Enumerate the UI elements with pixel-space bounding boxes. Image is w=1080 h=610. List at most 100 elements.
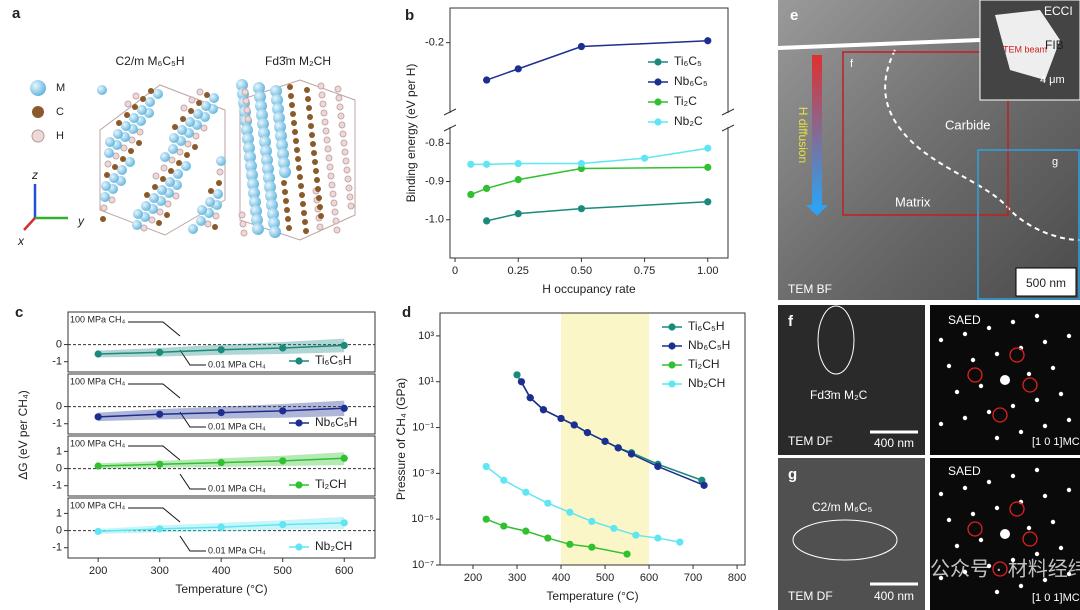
region-label: Carbide (945, 117, 991, 132)
atom (104, 172, 110, 178)
spot (954, 389, 960, 395)
atom (125, 157, 135, 167)
y-tick-label: 10⁻⁷ (412, 559, 434, 571)
spot (1050, 519, 1056, 525)
atom (295, 156, 301, 162)
atom (137, 105, 147, 115)
legend-label: Nb₂CH (688, 376, 725, 390)
atom (292, 129, 298, 135)
atom (270, 85, 282, 97)
atom (120, 156, 126, 162)
atom (297, 174, 303, 180)
annotation-arrow (179, 535, 206, 552)
atom (338, 121, 346, 129)
panel-a: a C2/m M₆C₅H Fd3̄m M₂CH M C H z y x (12, 5, 356, 248)
atom (299, 192, 305, 198)
legend-label: Nb₂C (674, 114, 703, 128)
atom (204, 92, 210, 98)
atom (168, 168, 174, 174)
y-tick-label: -1 (52, 542, 62, 554)
spot (1010, 557, 1016, 563)
spot-highlight (1009, 347, 1025, 363)
legend-marker (295, 357, 303, 365)
x-tick-label: 400 (212, 565, 230, 577)
atom (236, 79, 248, 91)
spot (938, 421, 944, 427)
box-label: g (1052, 156, 1058, 168)
saed-label: SAED (948, 464, 981, 478)
atom (313, 168, 319, 174)
data-point (156, 410, 164, 418)
break-mark (443, 124, 457, 132)
data-point (340, 519, 348, 527)
legend-marker (295, 481, 303, 489)
atom (264, 181, 276, 193)
data-point (483, 217, 491, 225)
atom (340, 139, 348, 147)
diffraction-spots (938, 313, 1072, 595)
data-point (279, 457, 287, 465)
data-point (156, 525, 164, 533)
spot (962, 485, 968, 491)
atom (271, 94, 283, 106)
data-point (588, 517, 596, 526)
legend-label: Nb₆C₅ (674, 74, 708, 88)
x-tick-label: 400 (552, 572, 570, 584)
data-point (601, 437, 609, 445)
atom (112, 164, 118, 170)
atom (274, 121, 286, 133)
atom (287, 84, 293, 90)
spot (986, 479, 992, 485)
atom (312, 159, 318, 165)
atom (291, 120, 297, 126)
diffusion-arrow (812, 55, 822, 205)
x-tick-label: 0.50 (571, 265, 592, 277)
data-point (217, 408, 225, 417)
atom (239, 220, 247, 228)
x-tick-label: 0.75 (634, 265, 655, 277)
atom (168, 144, 178, 154)
annotation: 0.01 MPa CH₄ (208, 421, 266, 431)
spot (1034, 313, 1040, 319)
legend-marker (654, 58, 662, 66)
spot (1066, 487, 1072, 493)
y-tick-label: 0 (56, 462, 62, 474)
region-ellipse (817, 305, 855, 375)
spot (1010, 403, 1016, 409)
atom (268, 217, 280, 229)
atom (244, 151, 256, 163)
atom (286, 225, 292, 231)
data-point (217, 346, 225, 354)
panel-label: d (402, 304, 411, 321)
crystal-structures (97, 79, 356, 241)
atom (325, 154, 333, 162)
atom (265, 190, 277, 202)
annotation: 100 MPa CH₄ (70, 438, 126, 448)
atom (329, 190, 337, 198)
atom (144, 192, 150, 198)
atom (262, 163, 274, 175)
atom (181, 161, 191, 171)
atom (308, 123, 314, 129)
atom (216, 156, 226, 166)
spot (1066, 571, 1072, 577)
legend-label: Ti₂CH (315, 477, 347, 491)
data-point (614, 444, 622, 452)
x-tick-label: 300 (508, 572, 526, 584)
micrograph (778, 458, 925, 610)
atom (301, 210, 307, 216)
x-axis-label: Temperature (°C) (546, 589, 638, 603)
spot-highlight (967, 521, 983, 537)
spot (962, 331, 968, 337)
atom (180, 116, 186, 122)
atom (184, 152, 190, 158)
annotation-arrow (128, 383, 181, 399)
data-point (340, 454, 348, 462)
atom (311, 150, 317, 156)
y-axis-label: Binding energy (eV per H) (404, 64, 418, 203)
atom (276, 139, 288, 151)
atom (173, 169, 183, 179)
atom (180, 104, 188, 112)
spot-highlight (1022, 531, 1038, 547)
data-point (279, 520, 287, 529)
